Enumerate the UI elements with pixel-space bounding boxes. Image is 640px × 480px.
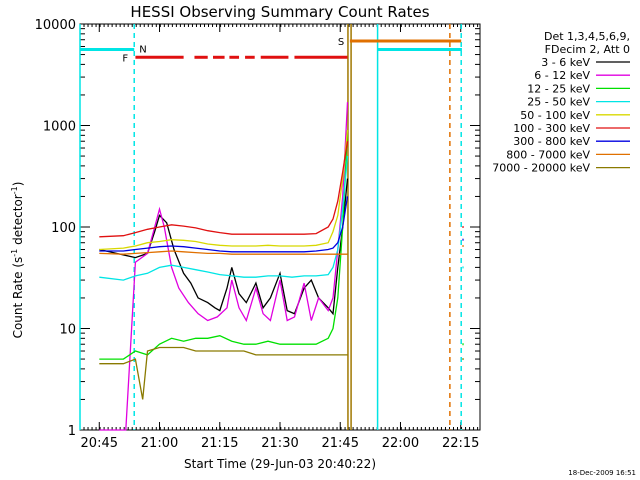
y-tick-label: 10 [59, 323, 76, 338]
y-tick-label: 1 [68, 424, 76, 439]
chart-title: HESSI Observing Summary Count Rates [130, 3, 429, 21]
series-line [99, 250, 348, 255]
series-line [99, 130, 349, 360]
legend-entry-label: 6 - 12 keV [534, 69, 590, 82]
footer-date: 18-Dec-2009 16:51 [568, 469, 636, 477]
series-line [99, 346, 348, 400]
x-tick-label: 21:45 [322, 436, 359, 451]
legend-entry-label: 25 - 50 keV [527, 96, 590, 109]
axes: 1 10 100 1000 10000 20:45 21:00 21:15 21:30 21:45… [35, 18, 481, 451]
plot-frame [79, 23, 481, 431]
y-tick-label: 100 [51, 221, 76, 236]
flag-label-s: S [338, 37, 344, 48]
x-tick-label: 22:00 [382, 436, 419, 451]
series-line [99, 156, 349, 281]
series-line [99, 141, 349, 238]
legend-entry-label: 800 - 7000 keV [506, 148, 590, 161]
x-tick-label: 21:30 [261, 436, 298, 451]
y-tick-label: 1000 [43, 120, 76, 135]
flag-label-n: N [139, 45, 146, 56]
y-tick-label: 10000 [35, 18, 76, 33]
series-line [99, 196, 349, 253]
series-line [99, 130, 349, 251]
legend-header-detectors: Det 1,3,4,5,6,9, [544, 30, 630, 43]
series-line [99, 102, 349, 431]
x-tick-label: 20:45 [81, 436, 118, 451]
x-axis-label: Start Time (29-Jun-03 20:40:22) [184, 457, 376, 471]
legend: Det 1,3,4,5,6,9, FDecim 2, Att 0 3 - 6 k… [492, 30, 630, 175]
legend-entry-label: 100 - 300 keV [513, 122, 590, 135]
plot-area: NF S [79, 24, 464, 431]
legend-header-settings: FDecim 2, Att 0 [545, 43, 630, 56]
legend-entry-label: 50 - 100 keV [520, 109, 590, 122]
legend-entry-label: 12 - 25 keV [527, 82, 590, 95]
x-tick-label: 21:00 [141, 436, 178, 451]
x-tick-label: 21:15 [201, 436, 238, 451]
legend-entry-label: 300 - 800 keV [513, 135, 590, 148]
legend-entry-label: 7000 - 20000 keV [492, 162, 590, 175]
legend-entry-label: 3 - 6 keV [541, 56, 590, 69]
flag-label-f: F [122, 53, 128, 64]
y-axis-label: Count Rate (s-1 detector-1) [10, 182, 25, 339]
x-tick-label: 22:15 [442, 436, 479, 451]
